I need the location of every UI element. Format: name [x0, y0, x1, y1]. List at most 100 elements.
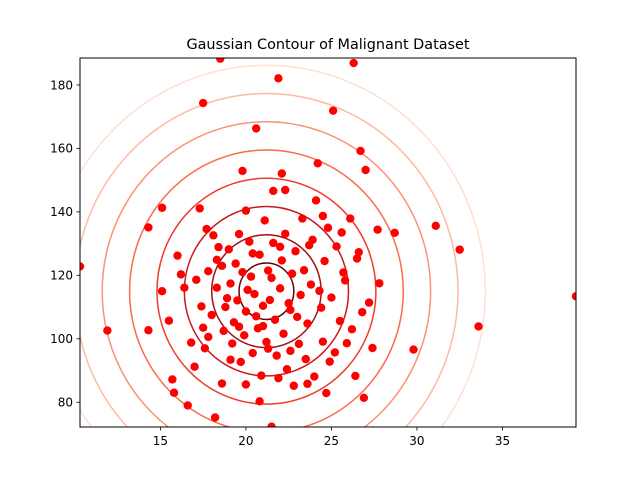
plot-area — [80, 58, 576, 427]
data-point — [269, 186, 278, 196]
data-point — [169, 388, 179, 397]
data-point — [335, 316, 345, 326]
data-point — [281, 185, 290, 195]
data-point — [198, 98, 208, 108]
data-point — [296, 290, 305, 300]
y-tick-label: 160 — [50, 142, 73, 156]
data-point — [320, 256, 329, 266]
data-point — [144, 223, 153, 232]
data-point — [251, 124, 261, 133]
x-tick-label: 15 — [153, 434, 168, 448]
data-point — [310, 372, 319, 381]
data-point — [267, 422, 276, 427]
data-point — [375, 279, 384, 288]
plot-frame — [79, 57, 577, 428]
data-point — [231, 259, 240, 268]
data-point — [241, 206, 251, 215]
data-point — [180, 283, 189, 292]
data-point — [323, 223, 333, 232]
data-point — [364, 298, 374, 307]
data-point — [250, 289, 259, 299]
contour-ring-1 — [238, 262, 295, 321]
data-point — [339, 268, 348, 277]
data-point — [195, 204, 204, 213]
data-point — [322, 388, 331, 398]
data-point — [226, 279, 235, 288]
data-point — [293, 312, 302, 322]
data-point — [212, 283, 222, 292]
data-point — [352, 254, 362, 263]
data-point — [157, 203, 167, 212]
data-point — [238, 166, 247, 176]
x-tick-label: 35 — [495, 434, 510, 448]
data-point — [197, 302, 206, 311]
y-tick-label: 100 — [50, 332, 73, 346]
data-point — [351, 371, 360, 381]
data-point — [239, 331, 249, 340]
data-point — [258, 301, 268, 310]
data-point — [298, 214, 307, 223]
data-point — [226, 355, 235, 364]
data-point — [356, 146, 365, 156]
data-point — [265, 295, 275, 305]
y-tick-label: 120 — [50, 269, 73, 283]
data-point — [219, 326, 228, 336]
data-point — [306, 280, 316, 289]
data-point — [234, 229, 244, 239]
x-tick-label: 30 — [409, 434, 424, 448]
data-point — [202, 224, 211, 234]
data-point — [210, 413, 220, 422]
data-point — [346, 214, 355, 223]
data-point — [204, 267, 213, 276]
data-point — [354, 247, 363, 257]
data-point — [209, 231, 218, 240]
data-point — [332, 242, 341, 251]
data-point — [216, 58, 225, 63]
data-point — [287, 269, 297, 278]
data-point — [474, 322, 483, 331]
data-point — [260, 216, 269, 225]
y-tick-label: 80 — [58, 396, 73, 410]
data-point — [190, 362, 199, 371]
data-point — [222, 293, 232, 303]
data-point — [262, 337, 271, 347]
data-point — [284, 299, 293, 308]
data-point — [224, 245, 233, 254]
data-point — [221, 302, 230, 312]
data-point — [286, 346, 295, 356]
data-point — [241, 380, 251, 389]
data-point — [301, 354, 310, 364]
contour-ring-6 — [101, 121, 432, 427]
data-point — [373, 225, 382, 234]
data-point — [347, 325, 357, 334]
data-point — [311, 196, 321, 205]
contour-ring-4 — [156, 177, 377, 405]
data-point — [286, 305, 295, 315]
x-tick-label: 20 — [238, 434, 253, 448]
data-point — [176, 270, 186, 279]
data-point — [274, 373, 283, 383]
data-point — [361, 165, 370, 175]
x-axis: 15 20 25 30 35 — [153, 427, 510, 448]
data-point — [236, 357, 245, 367]
data-point — [330, 348, 340, 357]
data-point — [214, 242, 223, 252]
data-point — [144, 326, 153, 335]
data-point — [390, 228, 399, 238]
points-layer — [80, 58, 576, 427]
data-point — [228, 339, 237, 348]
data-point — [263, 266, 273, 275]
data-point — [272, 351, 281, 360]
data-point — [342, 339, 352, 348]
data-point — [263, 344, 273, 353]
data-point — [233, 296, 242, 305]
data-point — [217, 379, 227, 388]
data-point — [282, 365, 292, 374]
data-point — [328, 106, 338, 115]
y-axis: 80 100 120 140 160 180 — [50, 78, 80, 410]
data-point — [291, 247, 300, 256]
data-point — [455, 245, 464, 254]
data-point — [157, 287, 167, 296]
data-point — [281, 229, 290, 238]
